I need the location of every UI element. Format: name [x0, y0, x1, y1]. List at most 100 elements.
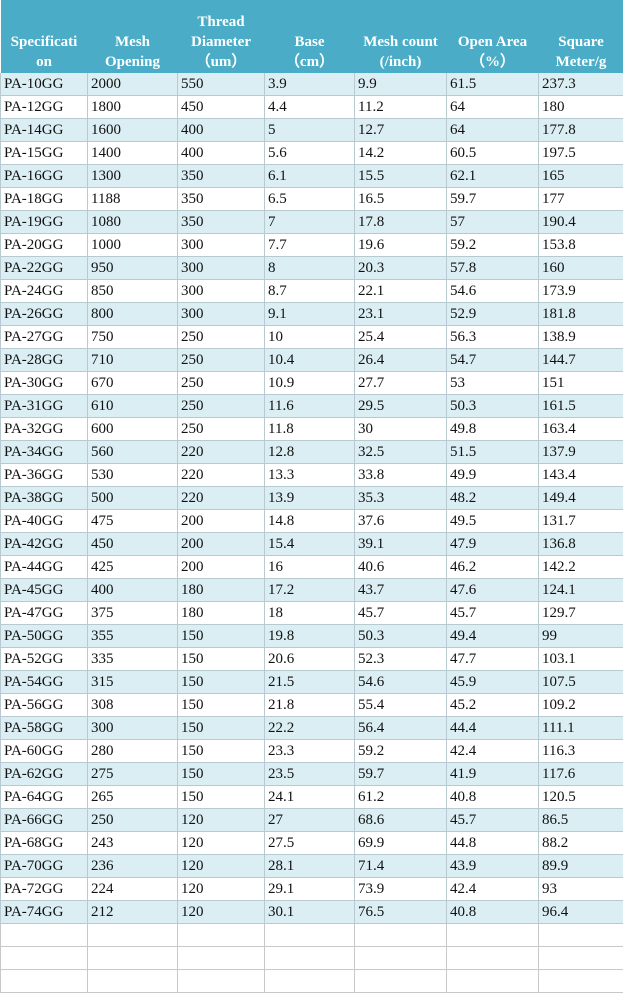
table-cell: 40.8 [447, 901, 539, 924]
table-cell: 120.5 [539, 786, 623, 809]
table-cell: 15.4 [265, 533, 355, 556]
table-cell: 24.1 [265, 786, 355, 809]
table-cell: 59.7 [447, 188, 539, 211]
table-cell: 220 [178, 487, 265, 510]
table-cell: 86.5 [539, 809, 623, 832]
table-cell: 49.5 [447, 510, 539, 533]
table-cell: 236 [88, 855, 178, 878]
table-cell: 16 [265, 556, 355, 579]
table-cell: 350 [178, 211, 265, 234]
table-cell: 53 [447, 372, 539, 395]
empty-cell [1, 924, 88, 947]
table-cell: 120 [178, 901, 265, 924]
table-cell: 220 [178, 441, 265, 464]
table-cell: 173.9 [539, 280, 623, 303]
table-cell: 62.1 [447, 165, 539, 188]
table-cell: 335 [88, 648, 178, 671]
table-cell: 400 [88, 579, 178, 602]
table-cell: 56.4 [355, 717, 447, 740]
table-cell: 27.5 [265, 832, 355, 855]
table-cell: 1800 [88, 96, 178, 119]
table-cell: 30.1 [265, 901, 355, 924]
empty-cell [265, 924, 355, 947]
table-cell: 550 [178, 73, 265, 96]
table-cell: 200 [178, 510, 265, 533]
table-cell: 39.1 [355, 533, 447, 556]
table-cell: 10.4 [265, 349, 355, 372]
table-cell: PA-66GG [1, 809, 88, 832]
table-cell: 55.4 [355, 694, 447, 717]
table-cell: 7 [265, 211, 355, 234]
table-cell: 400 [178, 142, 265, 165]
table-cell: 308 [88, 694, 178, 717]
table-cell: 315 [88, 671, 178, 694]
table-cell: PA-58GG [1, 717, 88, 740]
table-cell: 150 [178, 671, 265, 694]
table-cell: 300 [178, 303, 265, 326]
table-cell: 1000 [88, 234, 178, 257]
table-cell: 23.1 [355, 303, 447, 326]
table-cell: 59.7 [355, 763, 447, 786]
table-cell: 300 [178, 234, 265, 257]
table-cell: 54.6 [355, 671, 447, 694]
empty-cell [178, 970, 265, 993]
table-cell: 120 [178, 809, 265, 832]
table-cell: PA-20GG [1, 234, 88, 257]
table-cell: 49.4 [447, 625, 539, 648]
column-header: Mesh count (/inch) [355, 0, 447, 73]
empty-cell [539, 970, 623, 993]
table-cell: 163.4 [539, 418, 623, 441]
table-cell: PA-22GG [1, 257, 88, 280]
table-cell: 57.8 [447, 257, 539, 280]
table-cell: 35.3 [355, 487, 447, 510]
table-cell: 4.4 [265, 96, 355, 119]
table-cell: PA-24GG [1, 280, 88, 303]
table-cell: 116.3 [539, 740, 623, 763]
table-cell: 28.1 [265, 855, 355, 878]
table-cell: 48.2 [447, 487, 539, 510]
table-cell: 224 [88, 878, 178, 901]
table-cell: 47.9 [447, 533, 539, 556]
empty-cell [88, 947, 178, 970]
table-cell: 17.8 [355, 211, 447, 234]
table-cell: PA-45GG [1, 579, 88, 602]
empty-cell [88, 924, 178, 947]
table-cell: 52.9 [447, 303, 539, 326]
table-cell: 670 [88, 372, 178, 395]
table-cell: 68.6 [355, 809, 447, 832]
table-cell: 45.7 [447, 602, 539, 625]
table-cell: 11.2 [355, 96, 447, 119]
table-cell: 243 [88, 832, 178, 855]
table-cell: 2000 [88, 73, 178, 96]
empty-cell [355, 970, 447, 993]
table-cell: 142.2 [539, 556, 623, 579]
table-cell: 107.5 [539, 671, 623, 694]
table-cell: 1080 [88, 211, 178, 234]
table-cell: 8.7 [265, 280, 355, 303]
table-cell: 212 [88, 901, 178, 924]
table-cell: PA-32GG [1, 418, 88, 441]
table-cell: 180 [178, 602, 265, 625]
table-cell: 8 [265, 257, 355, 280]
table-cell: 45.9 [447, 671, 539, 694]
table-cell: PA-14GG [1, 119, 88, 142]
table-cell: 11.8 [265, 418, 355, 441]
table-cell: 5.6 [265, 142, 355, 165]
table-cell: 32.5 [355, 441, 447, 464]
table-cell: 15.5 [355, 165, 447, 188]
table-cell: 42.4 [447, 878, 539, 901]
empty-cell [447, 970, 539, 993]
table-cell: 1300 [88, 165, 178, 188]
